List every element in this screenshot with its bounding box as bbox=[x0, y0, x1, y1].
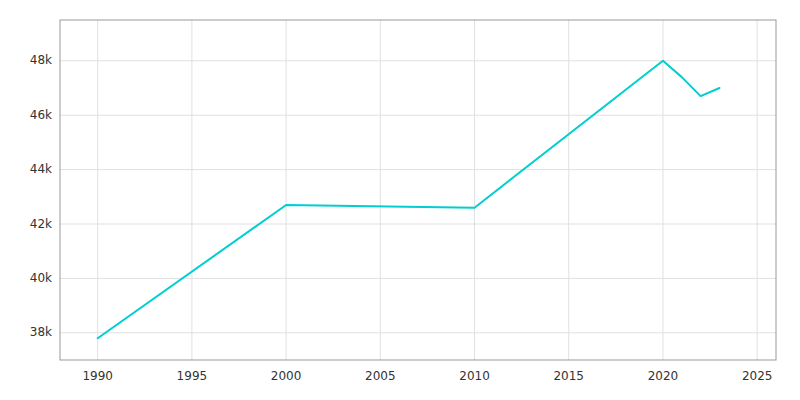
x-tick-label: 2005 bbox=[365, 369, 396, 383]
x-grid-line bbox=[97, 20, 98, 360]
x-grid-line bbox=[757, 20, 758, 360]
y-tick-label: 40k bbox=[30, 271, 52, 285]
x-grid-line bbox=[191, 20, 192, 360]
y-grid-line bbox=[60, 115, 776, 116]
y-grid-line bbox=[60, 224, 776, 225]
x-tick-label: 2010 bbox=[459, 369, 490, 383]
x-grid-line bbox=[380, 20, 381, 360]
x-grid-line bbox=[474, 20, 475, 360]
data-area bbox=[98, 61, 720, 338]
x-tick-label: 2025 bbox=[742, 369, 773, 383]
chart: 38k 40k 42k 44k 46k 48k 1990 1995 2000 2005 2010 20… bbox=[0, 0, 800, 400]
y-tick-label: 44k bbox=[30, 162, 52, 176]
population-line bbox=[98, 61, 720, 338]
axes: 38k 40k 42k 44k 46k 48k 1990 1995 2000 2005 2010 20… bbox=[30, 20, 776, 383]
x-tick-label: 2015 bbox=[553, 369, 584, 383]
y-grid-line bbox=[60, 278, 776, 279]
x-grid-line bbox=[662, 20, 663, 360]
y-grid-line bbox=[60, 60, 776, 61]
x-grid-line bbox=[286, 20, 287, 360]
plot-frame bbox=[60, 20, 776, 360]
x-tick-label: 2020 bbox=[648, 369, 679, 383]
y-grid-line bbox=[60, 169, 776, 170]
x-tick-label: 1990 bbox=[82, 369, 113, 383]
y-tick-label: 46k bbox=[30, 108, 52, 122]
y-tick-label: 48k bbox=[30, 53, 52, 67]
x-tick-label: 2000 bbox=[271, 369, 302, 383]
x-tick-label: 1995 bbox=[177, 369, 208, 383]
chart-container: 38k 40k 42k 44k 46k 48k 1990 1995 2000 2005 2010 20… bbox=[0, 0, 800, 400]
x-grid-line bbox=[568, 20, 569, 360]
y-tick-label: 38k bbox=[30, 325, 52, 339]
grid bbox=[60, 20, 776, 360]
y-tick-label: 42k bbox=[30, 217, 52, 231]
y-grid-line bbox=[60, 332, 776, 333]
